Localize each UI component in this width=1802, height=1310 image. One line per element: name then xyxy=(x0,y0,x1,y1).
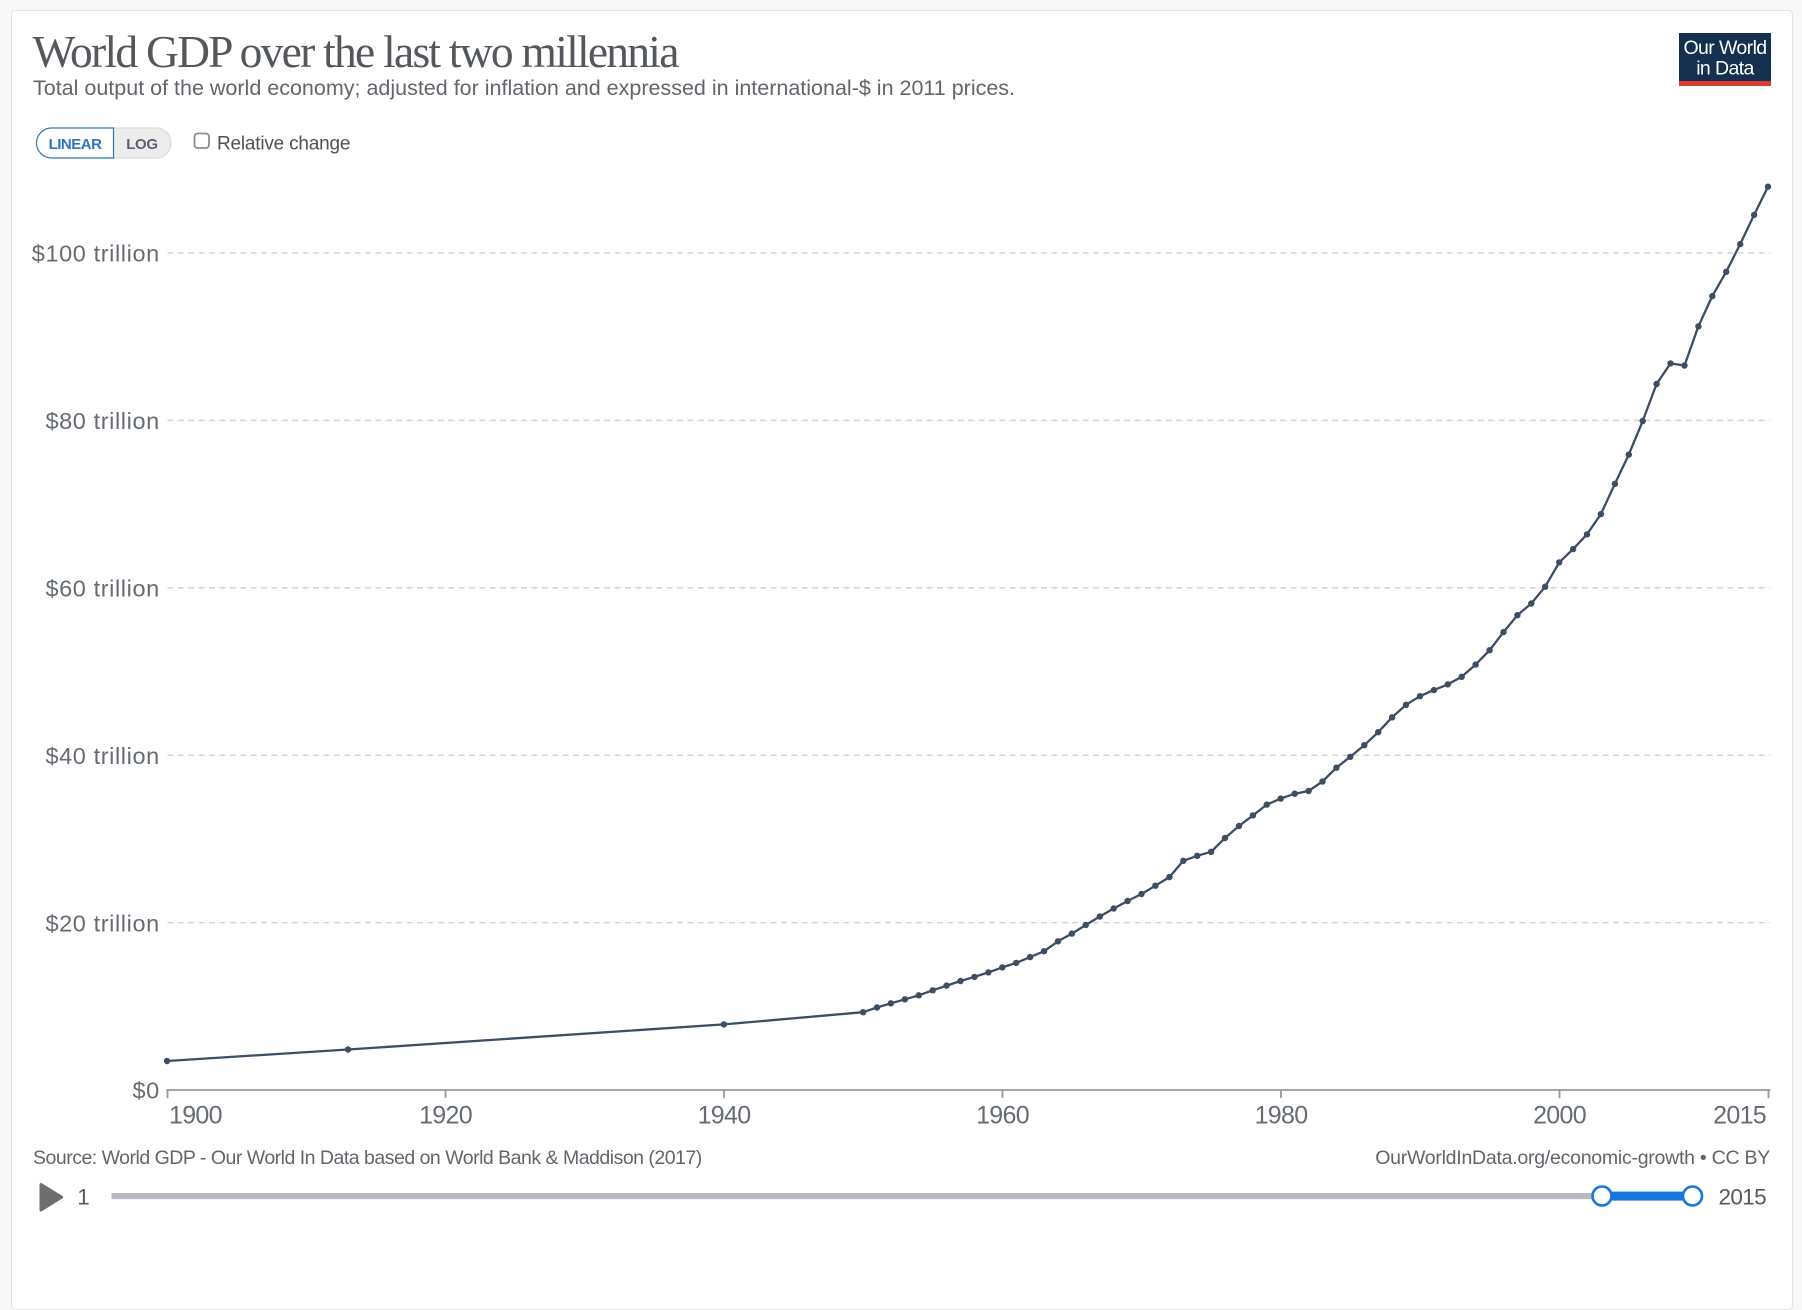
svg-text:Our World: Our World xyxy=(1683,37,1766,59)
svg-text:$60 trillion: $60 trillion xyxy=(45,576,159,602)
svg-text:$80 trillion: $80 trillion xyxy=(45,408,159,434)
svg-text:$100 trillion: $100 trillion xyxy=(32,241,160,267)
svg-text:$40 trillion: $40 trillion xyxy=(45,743,159,769)
svg-text:1920: 1920 xyxy=(419,1101,472,1129)
svg-text:2015: 2015 xyxy=(1719,1185,1767,1210)
svg-text:1960: 1960 xyxy=(976,1101,1029,1129)
svg-text:$0: $0 xyxy=(132,1078,159,1104)
svg-text:$20 trillion: $20 trillion xyxy=(45,910,159,936)
svg-text:OurWorldInData.org/economic-gr: OurWorldInData.org/economic-growth • CC … xyxy=(1375,1147,1770,1169)
svg-text:2015: 2015 xyxy=(1713,1101,1766,1129)
svg-text:1900: 1900 xyxy=(169,1101,222,1129)
svg-text:1940: 1940 xyxy=(698,1101,751,1129)
svg-text:1980: 1980 xyxy=(1255,1101,1308,1129)
svg-text:Source: World GDP - Our World: Source: World GDP - Our World In Data ba… xyxy=(33,1147,702,1169)
svg-text:Total output of the world econ: Total output of the world economy; adjus… xyxy=(33,76,1015,100)
svg-text:World GDP over the last two mi: World GDP over the last two millennia xyxy=(33,26,680,77)
svg-text:2000: 2000 xyxy=(1533,1101,1586,1129)
svg-text:1: 1 xyxy=(77,1184,90,1209)
svg-text:Relative change: Relative change xyxy=(217,134,350,155)
svg-text:LOG: LOG xyxy=(126,136,158,153)
svg-text:in Data: in Data xyxy=(1696,58,1754,80)
svg-text:LINEAR: LINEAR xyxy=(49,136,103,153)
